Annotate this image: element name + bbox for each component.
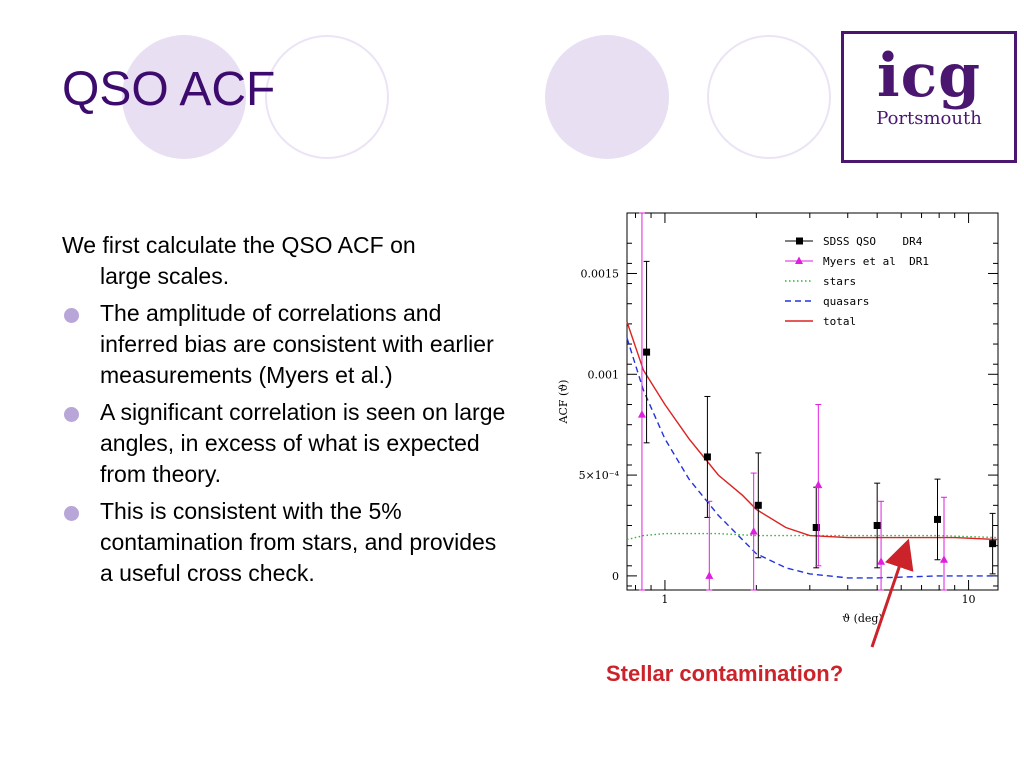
x-tick-label: 10 (962, 593, 976, 606)
slide-body: We first calculate the QSO ACF on large … (62, 230, 512, 595)
decor-circle-4 (707, 35, 831, 159)
data-point-myers (637, 410, 646, 418)
stellar-contamination-callout: Stellar contamination? (606, 661, 844, 686)
legend-marker-triangle (795, 256, 803, 264)
series-line-quasars (626, 337, 998, 579)
y-tick-label: 0 (612, 570, 619, 583)
bullet-item: A significant correlation is seen on lar… (62, 397, 512, 490)
bullet-list: The amplitude of correlations and inferr… (62, 298, 512, 589)
data-point-myers (877, 557, 886, 565)
bullet-dot-icon (64, 407, 79, 422)
bullet-text: A significant correlation is seen on lar… (100, 399, 506, 487)
decor-circle-2 (265, 35, 389, 159)
legend-label: SDSS QSO DR4 (823, 235, 923, 248)
bullet-dot-icon (64, 506, 79, 521)
plot-frame (626, 212, 999, 591)
y-tick-label: 5×10⁻⁴ (579, 469, 620, 482)
legend-label: stars (823, 275, 856, 288)
y-axis-label: ACF (ϑ) (557, 380, 570, 425)
data-point-sdss (754, 501, 762, 509)
legend-label: Myers et al DR1 (823, 255, 929, 268)
bullet-item: This is consistent with the 5% contamina… (62, 496, 512, 589)
data-point-myers (705, 571, 714, 579)
x-tick-label: 1 (661, 593, 668, 606)
logo-sub-text: Portsmouth (876, 108, 982, 129)
icg-portsmouth-logo: icg Portsmouth (841, 31, 1017, 163)
slide-title: QSO ACF (62, 63, 276, 116)
data-point-myers (940, 555, 949, 563)
legend-label: total (823, 315, 856, 328)
acf-chart: 1 10 0 5×10⁻⁴ 0.001 0.0015 ϑ (deg) ACF (ϑ) SDSS … (545, 205, 1015, 635)
decor-circle-1 (122, 35, 246, 159)
data-point-sdss (643, 348, 651, 356)
data-point-sdss (703, 453, 711, 461)
series-line-total (626, 321, 999, 541)
legend-label: quasars (823, 295, 869, 308)
data-point-sdss (812, 524, 820, 532)
data-point-sdss (873, 521, 881, 529)
x-axis-label: ϑ (deg) (842, 612, 883, 625)
intro-line-2: large scales. (100, 263, 230, 289)
legend-marker-square (796, 237, 803, 245)
y-tick-label: 0.0015 (581, 267, 620, 280)
y-tick-label: 0.001 (588, 368, 620, 381)
data-point-sdss (989, 540, 997, 548)
series-line-stars (626, 532, 999, 541)
data-point-sdss (933, 515, 941, 523)
decor-circle-3 (545, 35, 669, 159)
bullet-text: This is consistent with the 5% contamina… (100, 498, 497, 586)
data-point-myers (749, 527, 758, 535)
bullet-text: The amplitude of correlations and inferr… (100, 300, 494, 388)
bullet-dot-icon (64, 308, 79, 323)
logo-main-text: icg (876, 41, 982, 111)
bullet-item: The amplitude of correlations and inferr… (62, 298, 512, 391)
intro-line-1: We first calculate the QSO ACF on (62, 232, 416, 258)
acf-chart-svg: 1 10 0 5×10⁻⁴ 0.001 0.0015 ϑ (deg) ACF (ϑ) SDSS … (557, 212, 999, 625)
data-point-myers (814, 480, 823, 489)
